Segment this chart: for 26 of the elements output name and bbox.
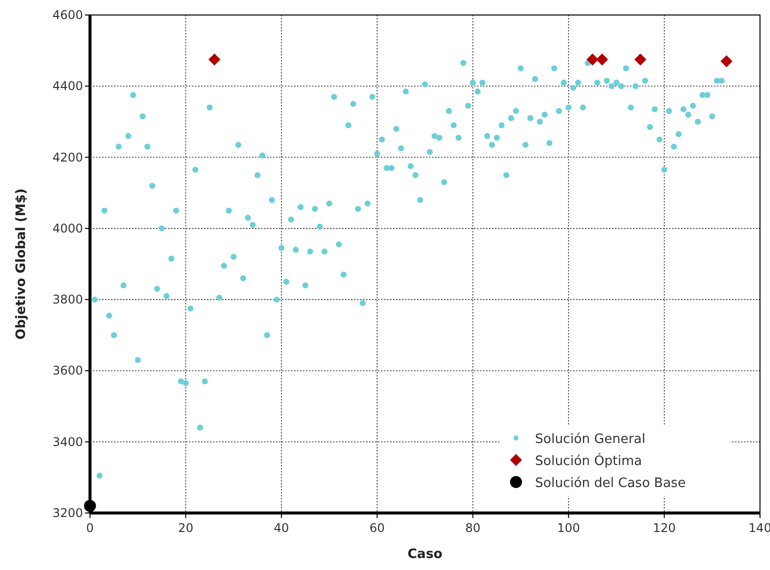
legend-label: Solución Óptima xyxy=(535,452,642,469)
x-tick-label: 20 xyxy=(178,521,194,535)
y-tick-label: 3400 xyxy=(52,434,83,449)
point xyxy=(596,53,608,66)
legend-label: Solución General xyxy=(535,432,646,447)
y-tick-label: 4400 xyxy=(52,79,83,94)
point xyxy=(208,53,220,66)
y-tick-label: 4200 xyxy=(52,150,83,164)
y-tick-label: 3800 xyxy=(52,292,83,307)
x-tick-label: 0 xyxy=(86,521,94,535)
y-tick-label: 3600 xyxy=(52,364,83,378)
x-tick-label: 60 xyxy=(370,521,385,535)
x-axis-title: Caso xyxy=(408,547,443,562)
x-tick-label: 40 xyxy=(274,521,290,535)
y-axis-title: Objetivo Global (M$) xyxy=(14,188,29,340)
legend-label: Solución del Caso Base xyxy=(535,476,686,491)
point xyxy=(634,53,646,66)
point xyxy=(84,500,96,512)
y-tick-label: 3200 xyxy=(52,506,83,520)
x-tick-label: 100 xyxy=(557,521,580,535)
x-tick-label: 80 xyxy=(465,521,480,535)
point xyxy=(720,55,732,68)
point xyxy=(586,53,598,66)
y-tick-label: 4000 xyxy=(52,221,83,236)
x-tick-label: 120 xyxy=(652,521,676,535)
y-tick-label: 4600 xyxy=(52,8,83,22)
